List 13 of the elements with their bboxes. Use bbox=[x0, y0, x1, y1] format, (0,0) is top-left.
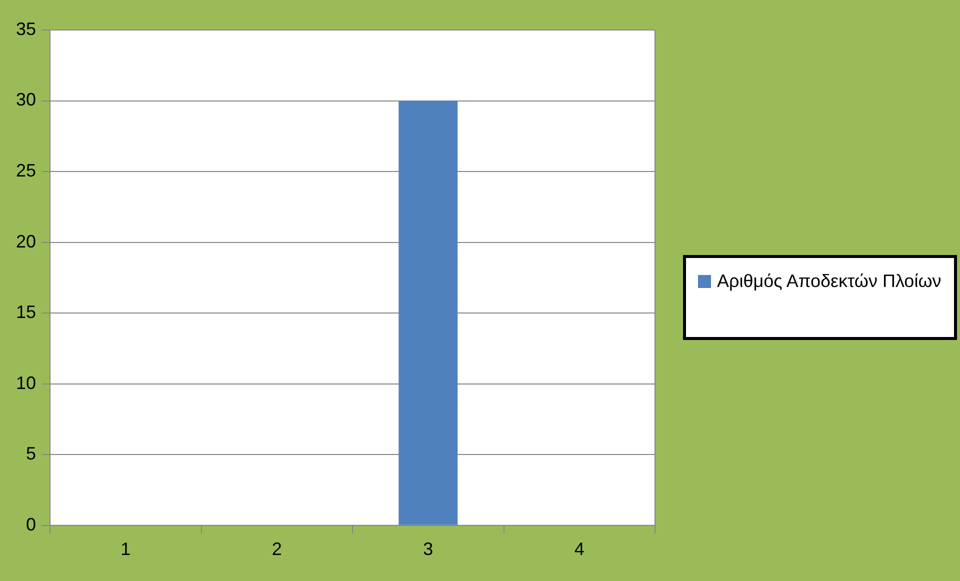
y-tick-label: 5 bbox=[26, 444, 36, 464]
legend-label: Αριθμός Αποδεκτών Πλοίων bbox=[717, 270, 942, 293]
y-tick-label: 15 bbox=[16, 302, 36, 322]
y-tick-label: 10 bbox=[16, 372, 36, 393]
y-tick-label: 35 bbox=[16, 18, 36, 39]
y-tick-label: 20 bbox=[16, 231, 36, 252]
x-tick-label: 1 bbox=[120, 539, 131, 560]
y-tick-label: 25 bbox=[16, 160, 36, 181]
x-tick-label: 3 bbox=[423, 539, 434, 560]
x-tick-label: 4 bbox=[574, 539, 584, 560]
y-tick-label: 0 bbox=[26, 514, 36, 534]
x-tick-label: 2 bbox=[272, 539, 282, 560]
y-tick-label: 30 bbox=[16, 90, 36, 110]
